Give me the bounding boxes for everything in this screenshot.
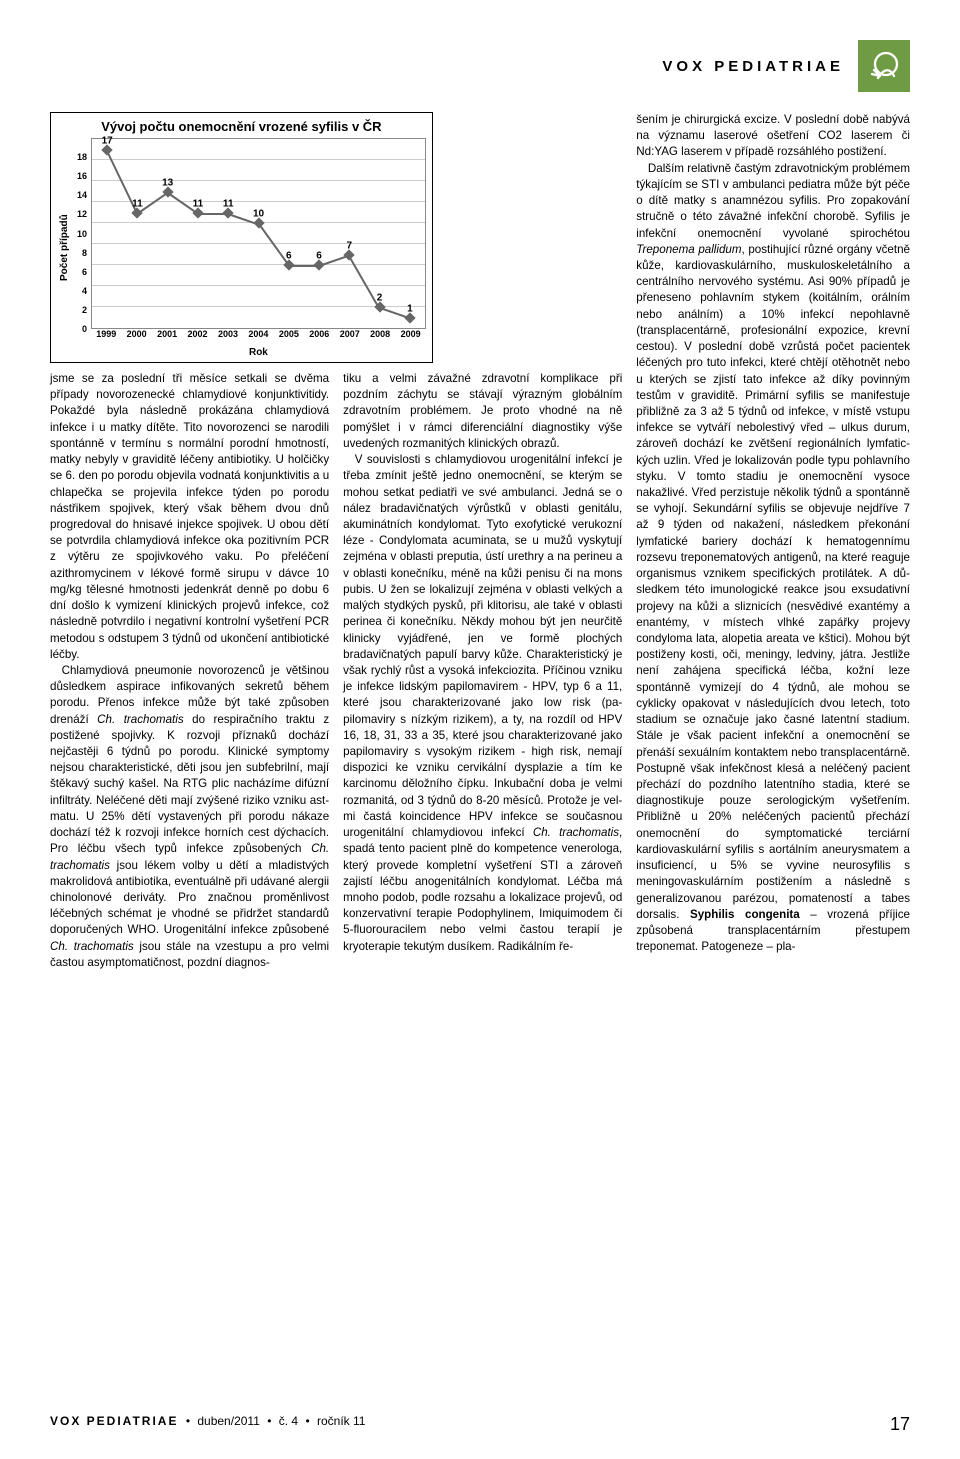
page-footer: VOX PEDIATRIAE • duben/2011 • č. 4 • roč… bbox=[50, 1414, 910, 1435]
footer-left: VOX PEDIATRIAE • duben/2011 • č. 4 • roč… bbox=[50, 1414, 365, 1435]
chart-datalabel: 6 bbox=[316, 251, 322, 262]
chart-title: Vývoj počtu onemocnění vrozené syfilis v… bbox=[57, 119, 426, 134]
column-3: šením je chirurgická excize. V poslední … bbox=[636, 112, 910, 971]
col2-para1: tiku a velmi závažné zdravotní komplikac… bbox=[343, 371, 622, 452]
footer-issue: č. 4 bbox=[279, 1414, 298, 1428]
chart-datalabel: 10 bbox=[253, 209, 264, 220]
chart-datalabel: 2 bbox=[377, 293, 383, 304]
header: VOX PEDIATRIAE bbox=[50, 40, 910, 92]
left-stack: Vývoj počtu onemocnění vrozené syfilis v… bbox=[50, 112, 622, 971]
chart-datalabel: 11 bbox=[223, 198, 234, 209]
col2-para2: V souvislosti s chlamydiovou urogenitál­… bbox=[343, 452, 622, 955]
syphilis-chart-panel: Vývoj počtu onemocnění vrozené syfilis v… bbox=[50, 112, 433, 363]
chart-xlabel: Rok bbox=[91, 347, 426, 358]
chart-datalabel: 11 bbox=[132, 198, 143, 209]
column-2: tiku a velmi závažné zdravotní komplikac… bbox=[343, 371, 622, 971]
content-area: Vývoj počtu onemocnění vrozené syfilis v… bbox=[50, 112, 910, 971]
journal-logo bbox=[858, 40, 910, 92]
col3-para2: Dalším relativně častým zdravotnickým pr… bbox=[636, 161, 910, 956]
col1-para1: jsme se za poslední tři měsíce setkali s… bbox=[50, 371, 329, 663]
col3-para1: šením je chirurgická excize. V poslední … bbox=[636, 112, 910, 161]
col1-para2: Chlamydiová pneumonie novorozenců je vět… bbox=[50, 663, 329, 971]
chart-datalabel: 13 bbox=[162, 177, 173, 188]
chart-xticks: 1999200020012002200320042005200620072008… bbox=[91, 329, 426, 347]
chart-yticks: 024681012141618 bbox=[71, 138, 91, 329]
page-number: 17 bbox=[890, 1414, 910, 1435]
chart-area: Počet případů 024681012141618 1711131111… bbox=[57, 138, 426, 358]
journal-header-title: VOX PEDIATRIAE bbox=[662, 58, 844, 75]
chart-datalabel: 7 bbox=[347, 240, 353, 251]
chart-plot: 17 11 13 11 11 10 6 6 7 2 1 bbox=[91, 138, 426, 329]
footer-month: duben/2011 bbox=[197, 1414, 260, 1428]
chart-datalabel: 11 bbox=[193, 198, 204, 209]
column-1: jsme se za poslední tři měsíce setkali s… bbox=[50, 371, 329, 971]
chart-datalabel: 1 bbox=[407, 303, 413, 314]
chart-datalabel: 17 bbox=[102, 135, 113, 146]
chart-ylabel: Počet případů bbox=[57, 138, 71, 358]
footer-volume: ročník 11 bbox=[317, 1414, 365, 1428]
chart-datalabel: 6 bbox=[286, 251, 292, 262]
text-cols-under-chart: jsme se za poslední tři měsíce setkali s… bbox=[50, 371, 622, 971]
chart-line-segment bbox=[258, 223, 290, 266]
footer-journal: VOX PEDIATRIAE bbox=[50, 1414, 178, 1428]
